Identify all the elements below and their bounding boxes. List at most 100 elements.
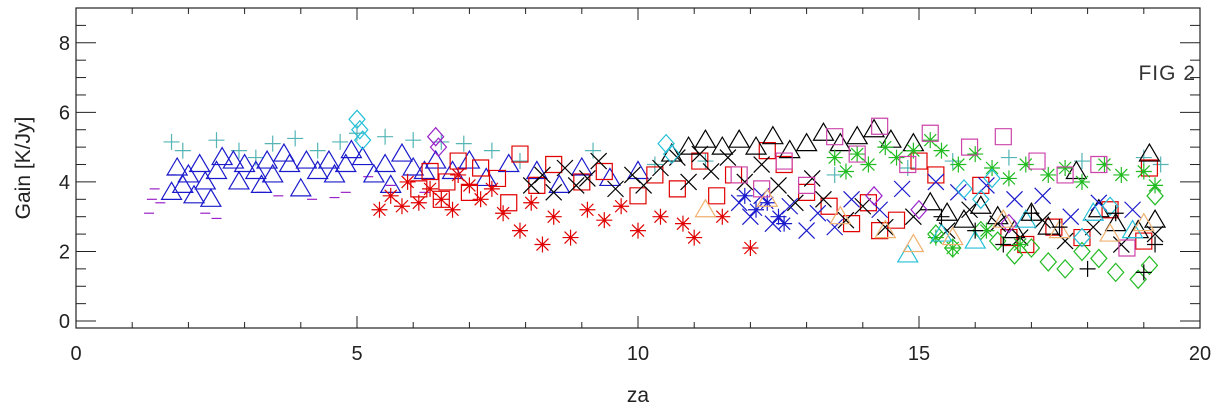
data-point-triangle [525, 160, 548, 180]
data-point-plus [1051, 219, 1068, 236]
data-point-triangle [969, 195, 992, 214]
data-point-cross [893, 180, 911, 198]
data-point-triangle [677, 135, 700, 155]
data-point-square [432, 190, 450, 208]
data-point-diamond [662, 144, 681, 164]
data-point-asterisk [944, 240, 961, 256]
y-tick-label: 4 [59, 172, 70, 194]
data-point-diamond [1005, 245, 1024, 265]
data-point-square [1090, 155, 1108, 174]
data-point-asterisk [933, 142, 950, 159]
data-point-diamond [972, 189, 990, 210]
data-point-triangle [1003, 219, 1026, 239]
data-point-cross [809, 204, 827, 222]
data-point-square [1118, 239, 1136, 257]
data-point-triangle [244, 160, 267, 180]
data-point-square [972, 176, 990, 194]
data-point-triangle [964, 229, 987, 249]
data-point-cross [680, 173, 698, 191]
data-point-asterisk [714, 208, 731, 225]
data-point-cross [1062, 208, 1080, 226]
data-point-square [500, 194, 518, 212]
data-point-asterisk [776, 215, 793, 232]
data-point-cross [1084, 218, 1102, 236]
x-tick-label: 0 [70, 343, 81, 365]
data-point-square [668, 180, 686, 198]
data-point-cross [770, 176, 787, 194]
data-point-cross [753, 156, 771, 173]
data-marks [144, 109, 1169, 290]
data-point-asterisk [849, 146, 866, 163]
data-point-asterisk [922, 132, 939, 149]
data-point-cross [719, 149, 737, 166]
data-point-asterisk [1147, 177, 1164, 194]
data-point-triangle [362, 163, 385, 183]
data-point-square [472, 159, 490, 177]
data-point-triangle [402, 156, 425, 176]
data-point-triangle [160, 181, 183, 200]
data-point-cross [545, 183, 563, 201]
data-point-triangle [1014, 208, 1037, 228]
data-point-cross [702, 163, 720, 180]
data-point-triangle [570, 156, 593, 176]
data-point-asterisk [1040, 166, 1057, 183]
data-point-triangle [261, 163, 284, 183]
data-point-square [859, 194, 878, 212]
data-point-triangle [256, 149, 279, 169]
x-tick-label: 10 [627, 343, 649, 365]
data-point-plus [967, 222, 984, 239]
data-point-cross [635, 176, 653, 194]
data-point-triangle [188, 153, 211, 173]
data-point-asterisk [759, 194, 776, 211]
data-point-asterisk [444, 201, 461, 218]
data-point-asterisk [410, 194, 427, 211]
data-point-diamond [865, 185, 883, 206]
data-point-diamond [351, 119, 369, 140]
data-point-triangle [812, 122, 835, 141]
data-point-asterisk [1000, 170, 1017, 187]
data-point-square [820, 197, 838, 215]
data-point-asterisk [888, 149, 905, 166]
data-point-asterisk [422, 180, 439, 197]
data-point-triangle [761, 125, 784, 145]
data-point-asterisk [967, 146, 984, 163]
data-point-diamond [1090, 248, 1108, 269]
data-point-asterisk [1073, 173, 1090, 190]
data-point-asterisk [1017, 156, 1034, 173]
data-point-cross [1146, 225, 1164, 243]
x-tick-label: 20 [1189, 343, 1211, 365]
data-point-asterisk [545, 208, 562, 225]
data-point-triangle [694, 198, 717, 218]
y-axis-title: Gain [K/Jy] [12, 117, 35, 220]
data-point-cross [1006, 190, 1023, 208]
data-point-square [545, 155, 563, 174]
data-point-plus [377, 128, 394, 145]
data-point-square [848, 145, 866, 163]
data-point-triangle [1048, 219, 1071, 239]
data-point-square [842, 215, 861, 233]
data-point-diamond [1056, 258, 1074, 279]
data-point-triangle [1132, 212, 1155, 232]
data-point-cross [556, 159, 574, 177]
data-point-triangle [728, 128, 751, 148]
axis-ticks [75, 7, 1201, 328]
data-point-asterisk [562, 229, 579, 246]
data-point-triangle [374, 153, 397, 173]
figure-annotation: FIG 2 [1138, 62, 1196, 85]
data-point-plus [933, 208, 950, 225]
data-point-asterisk [927, 229, 944, 246]
data-point-plus [174, 142, 191, 159]
data-point-triangle [694, 128, 717, 148]
data-point-cross [1056, 232, 1074, 250]
data-point-diamond [1140, 255, 1159, 276]
data-point-square [798, 176, 816, 194]
data-point-asterisk [770, 208, 787, 225]
data-point-diamond [1022, 238, 1041, 258]
data-point-square [1135, 232, 1153, 250]
data-point-asterisk [630, 222, 646, 239]
data-point-triangle [711, 135, 734, 155]
data-point-cross [590, 152, 608, 170]
data-point-plus [995, 236, 1012, 253]
data-point-triangle [171, 174, 194, 193]
